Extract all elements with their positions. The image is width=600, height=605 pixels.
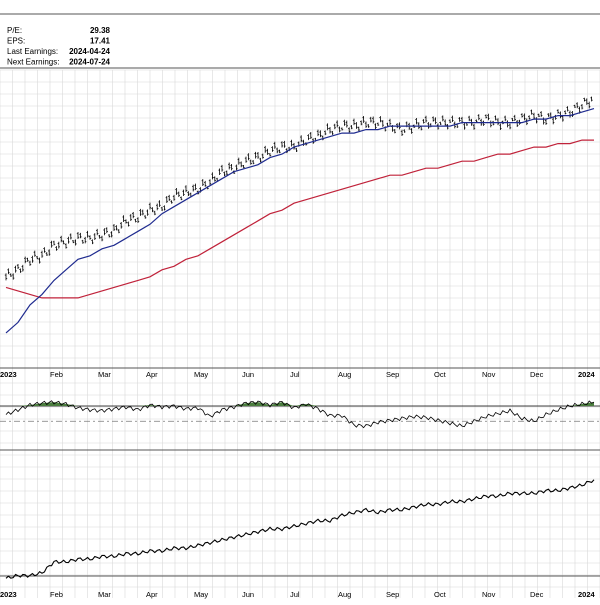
date-axis-labels: 2023 2023 Feb Feb Mar Mar Apr Apr May May Jun Jun Ju… xyxy=(0,370,596,599)
month-tick-label: Feb xyxy=(50,370,63,379)
momentum-line xyxy=(5,400,595,429)
momentum-overbought-fill xyxy=(18,405,30,406)
month-tick-label: Jul xyxy=(290,370,300,379)
sma-200-line xyxy=(5,139,594,299)
bottom-month-tick-label: Jul xyxy=(290,590,300,599)
month-tick-label: 2023 xyxy=(0,370,17,379)
price-panel xyxy=(4,96,595,334)
bottom-month-tick-label: Mar xyxy=(98,590,111,599)
bottom-month-tick-label: Feb xyxy=(50,590,63,599)
bottom-month-tick-label: 2024 xyxy=(578,590,596,599)
bottom-month-tick-label: May xyxy=(194,590,208,599)
fundamental-label: Last Earnings: xyxy=(7,47,58,56)
month-tick-label: Mar xyxy=(98,370,111,379)
month-tick-label: Apr xyxy=(146,370,158,379)
grid-lines xyxy=(0,69,600,598)
bottom-month-tick-label: Apr xyxy=(146,590,158,599)
month-tick-label: Sep xyxy=(386,370,399,379)
momentum-panel xyxy=(0,400,600,429)
bottom-month-tick-label: Oct xyxy=(434,590,447,599)
month-tick-label: Dec xyxy=(530,370,544,379)
fundamental-value: 17.41 xyxy=(90,37,111,46)
bottom-month-tick-label: Nov xyxy=(482,590,496,599)
month-tick-label: May xyxy=(194,370,208,379)
panel-frames xyxy=(0,13,600,577)
fundamental-value: 2024-04-24 xyxy=(69,47,110,56)
fundamental-value: 2024-07-24 xyxy=(69,58,110,67)
fundamental-value: 29.38 xyxy=(90,26,111,35)
month-tick-label: Aug xyxy=(338,370,351,379)
bottom-month-tick-label: Dec xyxy=(530,590,544,599)
momentum-overbought-fill xyxy=(138,405,150,406)
momentum-overbought-fill xyxy=(54,402,66,406)
fundamentals-box: P/E: 29.38 EPS: 17.41 Last Earnings: 2024-04-… xyxy=(7,26,111,67)
month-tick-label: Jun xyxy=(242,370,254,379)
sma-50-line xyxy=(5,108,595,334)
relative-strength-line xyxy=(5,479,595,579)
bottom-month-tick-label: Sep xyxy=(386,590,399,599)
fundamental-label: EPS: xyxy=(7,37,25,46)
momentum-overbought-fill xyxy=(42,402,54,406)
month-tick-label: 2024 xyxy=(578,370,596,379)
month-tick-label: Oct xyxy=(434,370,447,379)
fundamental-label: Next Earnings: xyxy=(7,58,59,67)
fundamental-label: P/E: xyxy=(7,26,22,35)
bottom-month-tick-label: Aug xyxy=(338,590,351,599)
month-tick-label: Nov xyxy=(482,370,496,379)
bottom-month-tick-label: Jun xyxy=(242,590,254,599)
relative-strength-panel xyxy=(5,479,595,579)
bottom-month-tick-label: 2023 xyxy=(0,590,17,599)
